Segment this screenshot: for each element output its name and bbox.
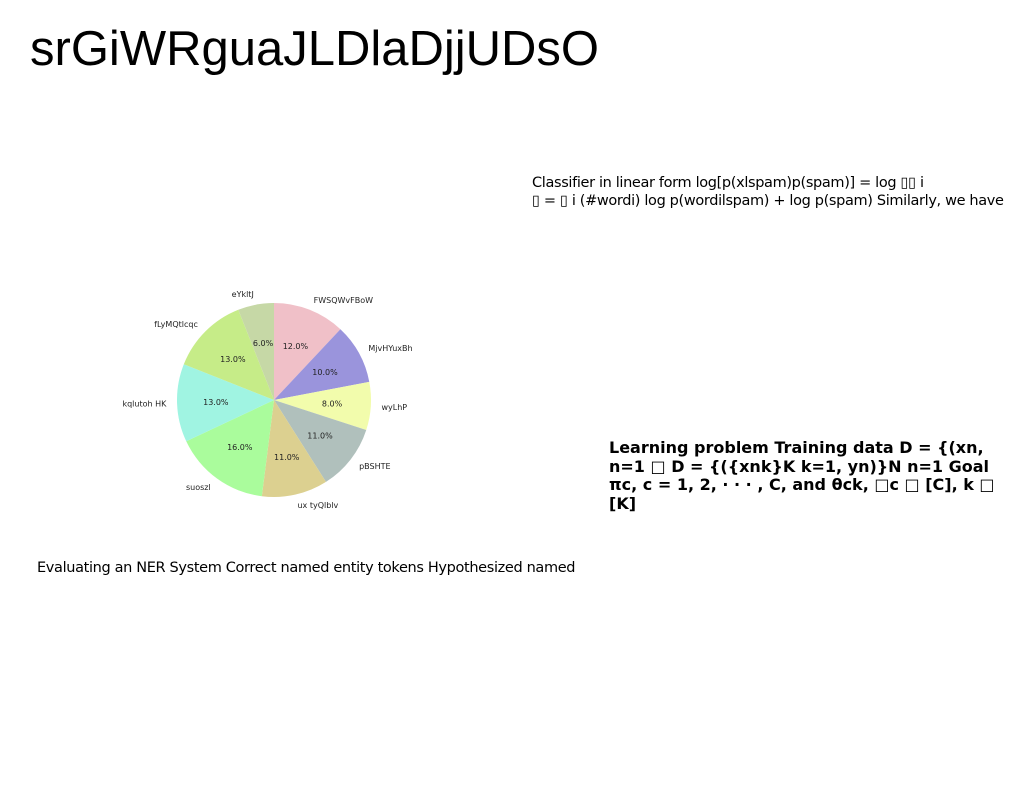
pie-pct-label-5: 16.0% xyxy=(227,443,253,452)
pie-category-label-4: ux tyQlblv xyxy=(297,501,338,510)
pie-pct-label-0: 12.0% xyxy=(283,342,309,351)
classifier-text: Classifier in linear form log[p(xlspam)p… xyxy=(532,174,1004,210)
learning-text: Learning problem Training data D = {(xn,… xyxy=(609,439,1024,513)
pie-category-label-1: MjvHYuxBh xyxy=(368,344,412,353)
pie-category-label-8: eYkltJ xyxy=(232,290,254,299)
pie-category-label-0: FWSQWvFBoW xyxy=(314,296,374,305)
pie-category-label-3: pBSHTE xyxy=(359,462,390,471)
pie-pct-label-4: 11.0% xyxy=(274,453,300,462)
pie-category-label-7: fLyMQtlcqc xyxy=(154,320,198,329)
pie-category-label-2: wyLhP xyxy=(381,403,407,412)
pie-pct-label-7: 13.0% xyxy=(220,355,246,364)
pie-chart: 12.0% FWSQWvFBoW 10.0% MjvHYuxBh 8.0% wyLhP 11… xyxy=(110,278,430,518)
ner-text: Evaluating an NER System Correct named e… xyxy=(37,559,575,577)
pie-chart-svg: 12.0% FWSQWvFBoW 10.0% MjvHYuxBh 8.0% wyLhP 11… xyxy=(110,278,430,518)
pie-pct-label-3: 11.0% xyxy=(307,432,333,441)
pie-category-label-6: kqlutoh HK xyxy=(122,399,167,408)
pie-pct-label-2: 8.0% xyxy=(322,400,343,409)
pie-pct-label-8: 6.0% xyxy=(253,339,274,348)
pie-category-label-5: suoszl xyxy=(186,483,211,492)
pie-pct-label-1: 10.0% xyxy=(312,368,338,377)
pie-pct-label-6: 13.0% xyxy=(203,398,229,407)
page-title: srGiWRguaJLDlaDjjUDsO xyxy=(30,24,599,75)
